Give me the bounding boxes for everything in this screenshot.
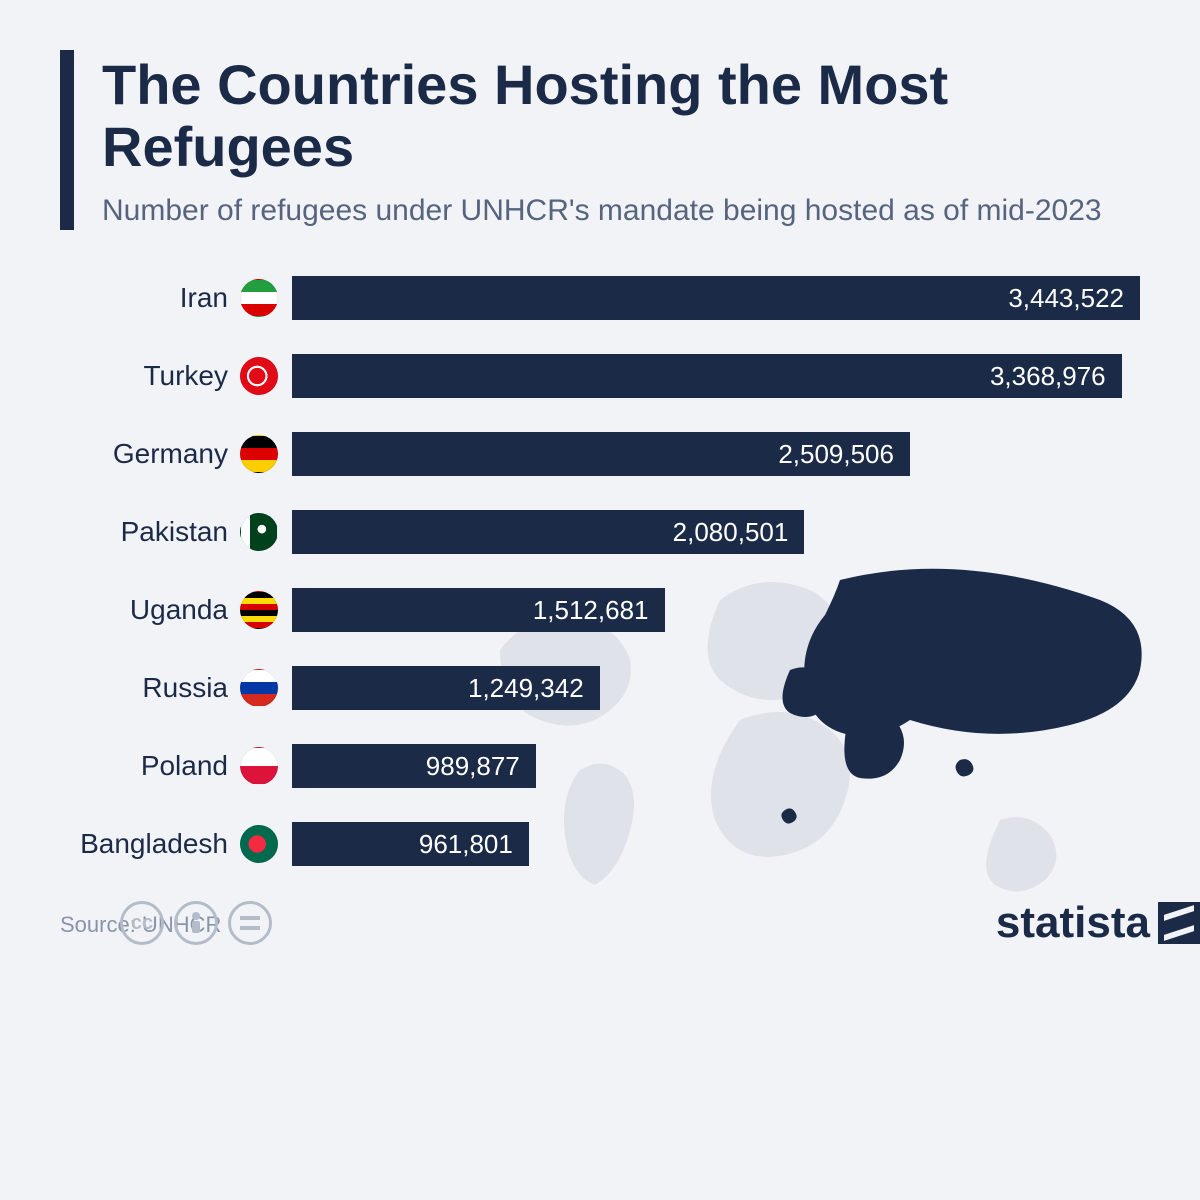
flag-icon (240, 513, 278, 551)
bar-row: Uganda 1,512,681 (60, 582, 1140, 638)
flag-icon (240, 669, 278, 707)
bar: 1,249,342 (292, 666, 600, 710)
bar: 989,877 (292, 744, 536, 788)
bar-track: 1,249,342 (292, 666, 1140, 710)
flag-icon (240, 279, 278, 317)
bar: 3,368,976 (292, 354, 1122, 398)
flag-icon (240, 747, 278, 785)
bar-row: Iran 3,443,522 (60, 270, 1140, 326)
bar-value: 961,801 (419, 829, 513, 860)
brand-mark-icon (1158, 902, 1200, 944)
country-label: Uganda (60, 594, 240, 626)
bar-track: 989,877 (292, 744, 1140, 788)
country-label: Iran (60, 282, 240, 314)
bar-row: Germany 2,509,506 (60, 426, 1140, 482)
bar-track: 3,368,976 (292, 354, 1140, 398)
bar-value: 3,368,976 (990, 361, 1106, 392)
brand-logo: statista (996, 898, 1200, 948)
country-label: Poland (60, 750, 240, 782)
bar-track: 1,512,681 (292, 588, 1140, 632)
license-icons: cc (120, 901, 272, 945)
title-accent-bar (60, 50, 74, 230)
flag-icon (240, 435, 278, 473)
country-label: Bangladesh (60, 828, 240, 860)
bar-row: Russia 1,249,342 (60, 660, 1140, 716)
bar: 1,512,681 (292, 588, 665, 632)
bar-value: 1,512,681 (533, 595, 649, 626)
chart-title: The Countries Hosting the Most Refugees (102, 54, 1140, 177)
header: The Countries Hosting the Most Refugees … (60, 50, 1140, 230)
footer: cc statista (120, 898, 1200, 948)
bar-track: 961,801 (292, 822, 1140, 866)
bar-row: Turkey 3,368,976 (60, 348, 1140, 404)
infographic-container: The Countries Hosting the Most Refugees … (0, 0, 1200, 1200)
bar-row: Poland 989,877 (60, 738, 1140, 794)
country-label: Turkey (60, 360, 240, 392)
bar-row: Pakistan 2,080,501 (60, 504, 1140, 560)
bar-value: 2,080,501 (673, 517, 789, 548)
country-label: Germany (60, 438, 240, 470)
cc-icon: cc (120, 901, 164, 945)
bar-track: 2,509,506 (292, 432, 1140, 476)
bar-track: 3,443,522 (292, 276, 1140, 320)
bar-value: 3,443,522 (1008, 283, 1124, 314)
flag-icon (240, 357, 278, 395)
bar: 2,080,501 (292, 510, 804, 554)
by-icon (174, 901, 218, 945)
bar: 3,443,522 (292, 276, 1140, 320)
bar-track: 2,080,501 (292, 510, 1140, 554)
flag-icon (240, 591, 278, 629)
bar: 2,509,506 (292, 432, 910, 476)
bar-value: 2,509,506 (778, 439, 894, 470)
bar: 961,801 (292, 822, 529, 866)
bar-row: Bangladesh 961,801 (60, 816, 1140, 872)
bar-value: 989,877 (426, 751, 520, 782)
country-label: Pakistan (60, 516, 240, 548)
nd-icon (228, 901, 272, 945)
bar-chart: Iran 3,443,522 Turkey 3,368,976 Germany 2,509… (60, 270, 1140, 872)
chart-subtitle: Number of refugees under UNHCR's mandate… (102, 191, 1140, 230)
country-label: Russia (60, 672, 240, 704)
bar-value: 1,249,342 (468, 673, 584, 704)
flag-icon (240, 825, 278, 863)
brand-name: statista (996, 898, 1150, 948)
